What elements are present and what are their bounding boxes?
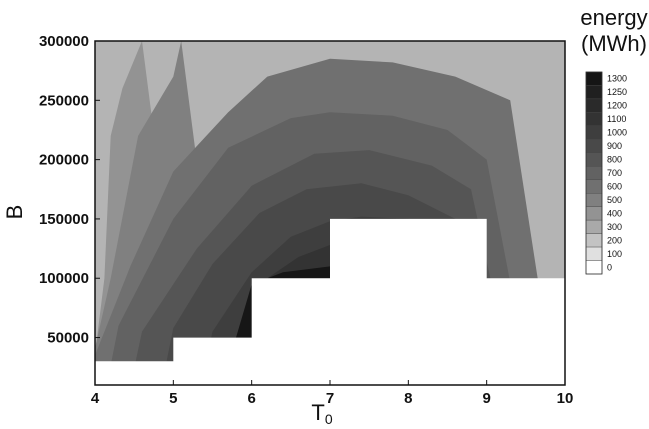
x-tick-label: 9 [482, 390, 490, 407]
colorbar-swatch [585, 152, 603, 167]
colorbar-swatch [585, 219, 603, 234]
x-axis: 4 5 6 7 8 9 10 [91, 380, 574, 407]
y-tick-label: 300000 [39, 33, 89, 50]
colorbar-tick-label: 600 [607, 181, 622, 191]
colorbar-swatch [585, 98, 603, 113]
y-tick-label: 100000 [39, 270, 89, 287]
colorbar-swatch [585, 192, 603, 207]
colorbar-title-line1: energy [580, 5, 647, 30]
colorbar-tick-label: 0 [607, 262, 612, 272]
colorbar-swatch [585, 125, 603, 140]
colorbar-swatch [585, 260, 603, 275]
colorbar-swatch [585, 112, 603, 127]
x-axis-label-subscript: 0 [325, 411, 333, 427]
y-tick-label: 200000 [39, 152, 89, 169]
colorbar-tick-label: 100 [607, 249, 622, 259]
colorbar-swatch [585, 206, 603, 221]
y-tick-label: 150000 [39, 211, 89, 228]
colorbar-title-line2: (MWh) [581, 31, 647, 56]
colorbar-frame [585, 71, 603, 275]
colorbar-tick-label: 900 [607, 141, 622, 151]
colorbar-swatch [585, 166, 603, 180]
colorbar-tick-label: 1200 [607, 101, 627, 111]
y-axis-label: B [2, 205, 27, 220]
x-tick-label: 10 [557, 390, 574, 407]
colorbar-swatch [585, 246, 603, 261]
colorbar-tick-label: 200 [607, 235, 622, 245]
colorbar-tick-label: 500 [607, 195, 622, 205]
colorbar-swatch [585, 233, 603, 248]
y-axis: 50000 100000 150000 200000 250000 300000 [39, 33, 100, 347]
x-tick-label: 4 [91, 390, 100, 407]
colorbar-tick-label: 400 [607, 208, 622, 218]
colorbar-swatch [585, 139, 603, 153]
infeasible-region [95, 218, 565, 385]
y-tick-label: 50000 [47, 330, 89, 347]
colorbar-tick-label: 800 [607, 155, 622, 165]
colorbar-swatch [585, 179, 603, 194]
plot-area [95, 41, 565, 385]
colorbar-swatch [585, 85, 603, 100]
colorbar-tick-label: 300 [607, 222, 622, 232]
colorbar-tick-label: 1250 [607, 87, 627, 97]
colorbar-swatch [585, 71, 603, 86]
y-tick-label: 250000 [39, 92, 89, 109]
contour-band-1300 [236, 266, 330, 338]
x-axis-label: T0 [311, 400, 332, 427]
colorbar-tick-label: 1000 [607, 128, 627, 138]
colorbar-tick-label: 1100 [607, 114, 626, 124]
colorbar-tick-label: 700 [607, 168, 622, 178]
colorbar: 1300125012001100100090080070060050040030… [585, 71, 627, 275]
x-tick-label: 6 [247, 390, 255, 407]
x-tick-label: 7 [326, 390, 334, 407]
colorbar-tick-label: 1300 [607, 74, 627, 84]
x-tick-label: 8 [404, 390, 412, 407]
x-tick-label: 5 [169, 390, 177, 407]
